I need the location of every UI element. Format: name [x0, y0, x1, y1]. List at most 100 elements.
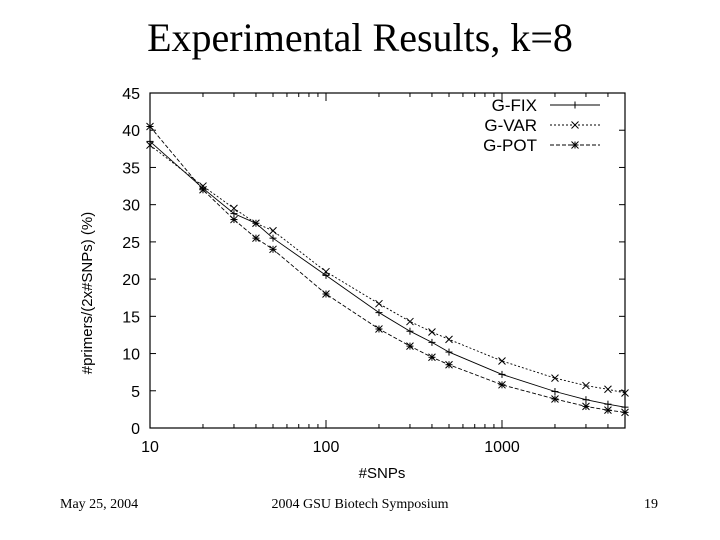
y-tick-label: 15 [122, 309, 140, 326]
y-tick-label: 0 [131, 421, 140, 438]
y-tick-label: 30 [122, 198, 140, 215]
data-point [604, 385, 612, 394]
data-point [375, 309, 383, 317]
data-point [406, 317, 414, 326]
marker-stroke [571, 121, 579, 129]
marker-stroke [322, 267, 330, 276]
marker-stroke [621, 389, 629, 397]
data-point [621, 389, 629, 397]
data-point [604, 406, 612, 414]
plot-area [149, 92, 626, 429]
data-point [252, 234, 260, 243]
data-point [582, 402, 590, 411]
data-point [551, 388, 559, 396]
series-g-pot [146, 122, 629, 417]
page-number: 19 [644, 497, 658, 512]
data-point [146, 137, 154, 145]
marker-stroke [551, 374, 559, 382]
data-point [498, 380, 506, 389]
marker-stroke [199, 185, 207, 194]
data-point [322, 267, 330, 276]
line-chart: 0 5 10 15 20 25 30 35 40 45 10 100 1000 G-FIXG-VARG… [79, 86, 629, 482]
data-point [445, 348, 453, 356]
marker-stroke [571, 141, 579, 149]
marker-stroke [375, 325, 383, 333]
data-point [230, 204, 238, 213]
data-point [199, 182, 207, 190]
marker-stroke [445, 360, 453, 369]
marker-stroke [604, 385, 612, 394]
marker-stroke [604, 406, 612, 414]
x-tick-label: 100 [313, 439, 340, 456]
data-point [375, 325, 383, 333]
marker-stroke [582, 402, 590, 411]
data-point [428, 338, 436, 346]
marker-stroke [146, 122, 154, 131]
data-point [582, 381, 590, 390]
marker-stroke [230, 215, 238, 224]
data-point [406, 342, 414, 350]
data-point [322, 290, 330, 298]
data-point [146, 122, 154, 131]
x-tick-label: 10 [141, 439, 159, 456]
y-tick-label: 45 [122, 86, 140, 103]
marker-stroke [269, 226, 277, 235]
marker-stroke [551, 395, 559, 403]
data-point [375, 299, 383, 308]
legend-marker [571, 121, 579, 129]
marker-stroke [498, 357, 506, 365]
legend-label: G-FIX [492, 96, 537, 115]
data-point [230, 210, 238, 218]
y-tick-label: 20 [122, 272, 140, 289]
data-point [498, 370, 506, 378]
marker-stroke [269, 245, 277, 254]
series-line [149, 144, 626, 394]
marker-stroke [375, 299, 383, 308]
marker-stroke [498, 380, 506, 389]
data-point [551, 395, 559, 403]
legend-marker [571, 101, 579, 109]
marker-stroke [230, 204, 238, 213]
data-point [445, 335, 453, 344]
data-point [252, 219, 260, 228]
data-point [230, 215, 238, 224]
marker-stroke [406, 342, 414, 350]
series-g-var [146, 141, 629, 397]
data-point [269, 226, 277, 235]
data-point [322, 271, 330, 279]
x-axis-label: #SNPs [359, 465, 406, 482]
footer-event: 2004 GSU Biotech Symposium [271, 497, 449, 512]
series-line [149, 126, 626, 413]
legend-marker [571, 141, 579, 149]
marker-stroke [621, 408, 629, 417]
series-line [149, 141, 626, 408]
data-point [498, 357, 506, 365]
data-point [269, 234, 277, 242]
legend-label: G-POT [483, 136, 537, 155]
y-axis-label: #primers/(2x#SNPs) (%) [79, 212, 96, 375]
x-tick-label: 1000 [484, 439, 520, 456]
marker-stroke [406, 317, 414, 326]
data-point [551, 374, 559, 382]
footer-date: May 25, 2004 [60, 497, 139, 512]
slide-title: Experimental Results, k=8 [147, 15, 573, 60]
data-point [621, 408, 629, 417]
y-tick-label: 35 [122, 160, 140, 177]
data-point [604, 400, 612, 408]
data-point [582, 396, 590, 404]
marker-stroke [445, 335, 453, 344]
data-point [146, 141, 154, 149]
marker-stroke [252, 234, 260, 243]
data-point [445, 360, 453, 369]
marker-stroke [252, 219, 260, 228]
marker-stroke [428, 328, 436, 336]
marker-stroke [582, 381, 590, 390]
marker-stroke [428, 353, 436, 362]
data-point [428, 353, 436, 362]
data-point [406, 327, 414, 335]
data-point [199, 185, 207, 194]
marker-stroke [199, 182, 207, 190]
y-tick-label: 10 [122, 347, 140, 364]
series-g-fix [146, 137, 629, 411]
marker-stroke [322, 290, 330, 298]
